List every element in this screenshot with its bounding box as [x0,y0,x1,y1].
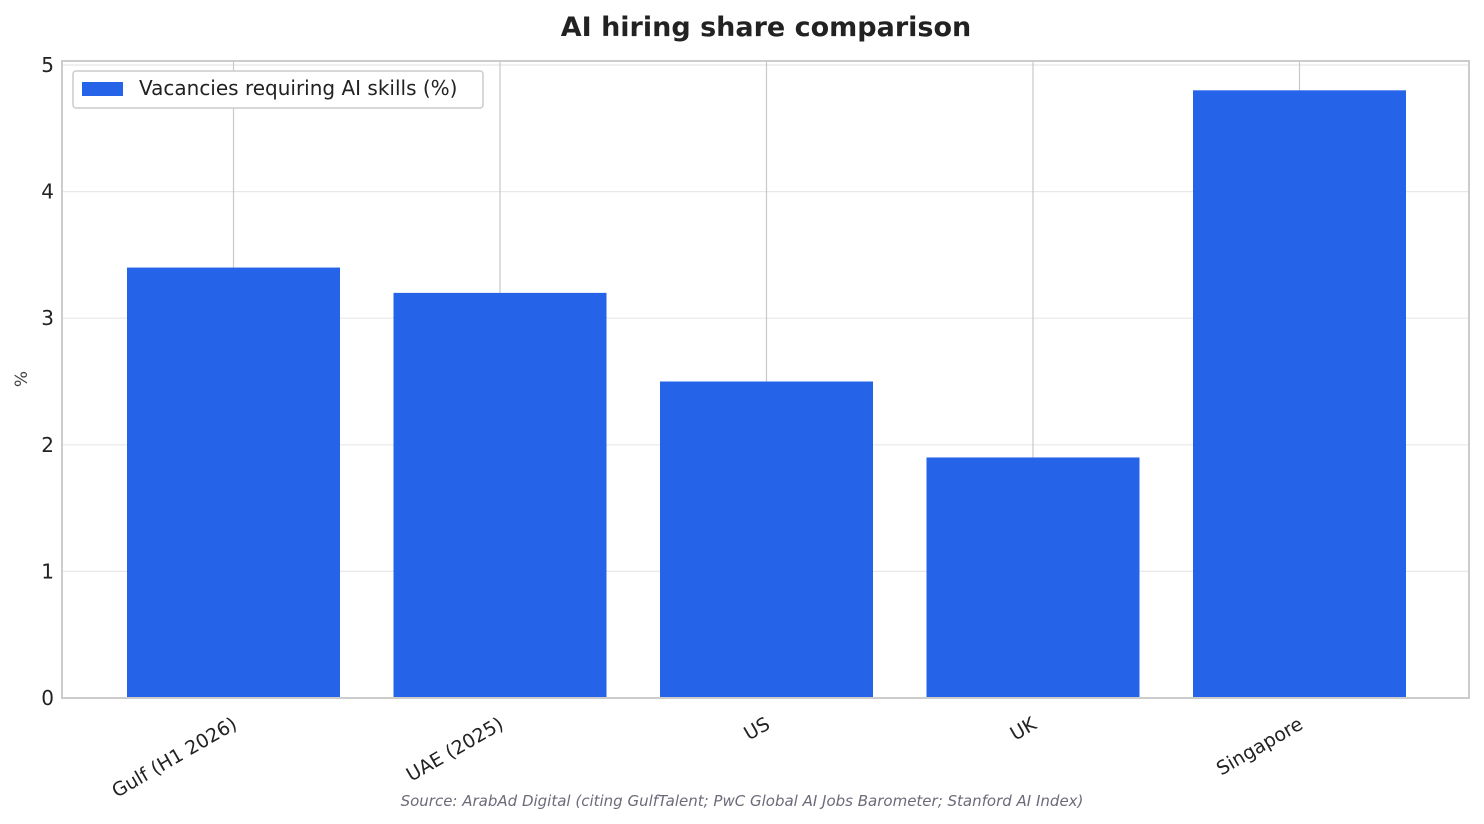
y-tick-label: 4 [41,180,54,204]
legend-label: Vacancies requiring AI skills (%) [139,76,457,100]
bar-0 [127,267,340,698]
chart-title: AI hiring share comparison [561,12,972,43]
legend-swatch [82,82,123,96]
y-tick-label: 5 [41,53,54,77]
y-tick-label: 2 [41,433,54,457]
x-tick-label: Singapore [1213,713,1307,780]
bar-layer [127,90,1406,698]
y-axis-label: % [12,371,32,387]
x-tick-label: Gulf (H1 2026) [108,713,241,802]
bar-1 [393,292,607,698]
x-tick-label: UK [1006,713,1040,746]
bar-3 [926,457,1140,698]
x-tick-label: US [740,713,773,745]
x-axis-ticks: Gulf (H1 2026) UAE (2025) US UK Singapore [108,713,1307,803]
y-axis-ticks: 0 1 2 3 4 5 [41,53,54,710]
source-note: Source: ArabAd Digital (citing GulfTalen… [401,792,1084,810]
bar-2 [660,381,873,698]
x-tick-label: UAE (2025) [403,713,508,786]
bar-4 [1193,90,1406,698]
y-tick-label: 0 [41,686,54,710]
y-tick-label: 3 [41,306,54,330]
plot-frame [61,60,1470,699]
legend: Vacancies requiring AI skills (%) [72,70,484,109]
y-tick-label: 1 [41,559,54,583]
legend-box [72,70,484,109]
